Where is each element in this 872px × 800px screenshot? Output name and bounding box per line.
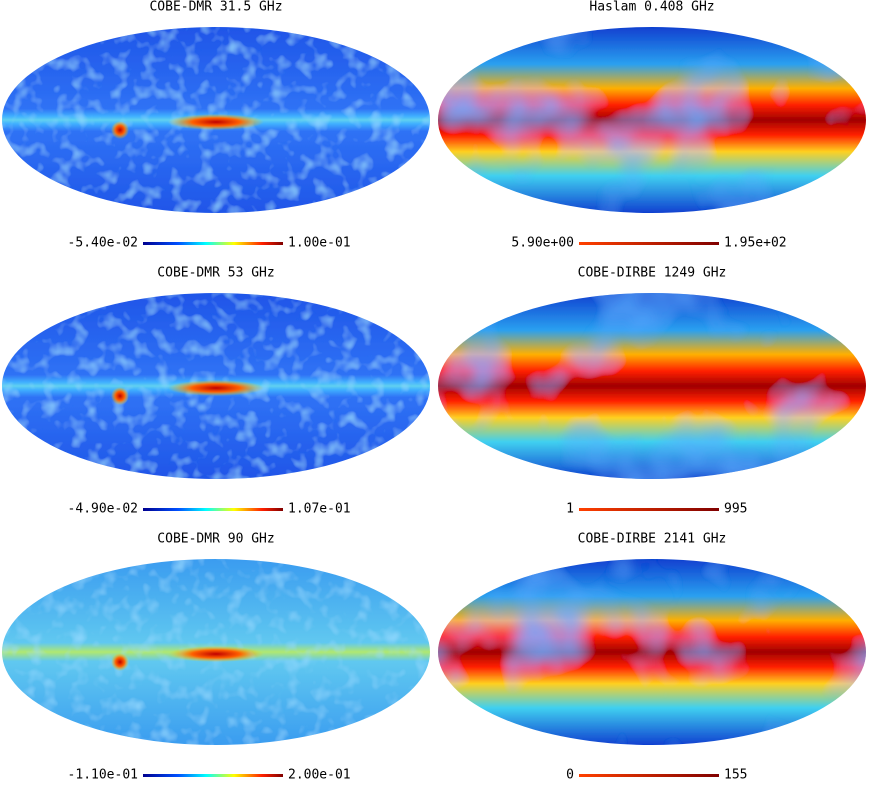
hot-spot — [111, 653, 129, 671]
map-title: COBE-DMR 90 GHz — [157, 532, 274, 547]
colorbar — [579, 242, 719, 245]
colorbar-min: 1 — [566, 502, 574, 517]
colorbar-min: -4.90e-02 — [68, 502, 138, 517]
galactic-center — [168, 114, 264, 130]
sky-map — [438, 27, 866, 213]
colorbar-max: 1.07e-01 — [288, 502, 351, 517]
colorbar — [143, 774, 283, 777]
galactic-center — [168, 380, 264, 396]
colorbar-max: 995 — [724, 502, 747, 517]
colorbar-max: 2.00e-01 — [288, 768, 351, 783]
colorbar-max: 155 — [724, 768, 747, 783]
map-title: COBE-DMR 31.5 GHz — [149, 0, 282, 15]
map-title: COBE-DMR 53 GHz — [157, 266, 274, 281]
colorbar — [143, 242, 283, 245]
colorbar-min: -5.40e-02 — [68, 236, 138, 251]
hot-spot — [111, 387, 129, 405]
colorbar — [579, 774, 719, 777]
colorbar-min: -1.10e-01 — [68, 768, 138, 783]
sky-map — [438, 559, 866, 745]
map-title: COBE-DIRBE 2141 GHz — [578, 532, 727, 547]
sky-map — [438, 293, 866, 479]
colorbar-min: 0 — [566, 768, 574, 783]
hot-spot — [111, 121, 129, 139]
colorbar-max: 1.00e-01 — [288, 236, 351, 251]
colorbar-min: 5.90e+00 — [511, 236, 574, 251]
map-title: Haslam 0.408 GHz — [589, 0, 714, 15]
map-title: COBE-DIRBE 1249 GHz — [578, 266, 727, 281]
galactic-center — [168, 646, 264, 662]
colorbar-max: 1.95e+02 — [724, 236, 787, 251]
colorbar — [579, 508, 719, 511]
colorbar — [143, 508, 283, 511]
